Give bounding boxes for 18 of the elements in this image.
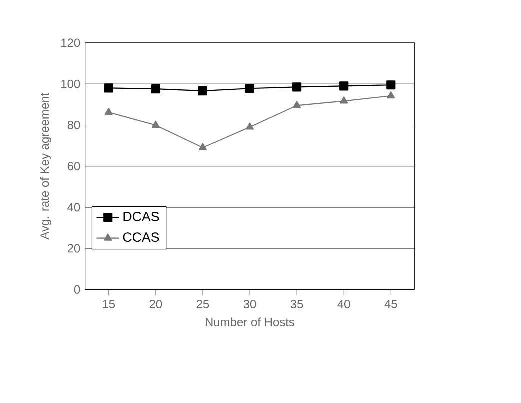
x-tick-label: 20 — [150, 300, 162, 309]
y-tick-label: 100 — [62, 80, 80, 88]
x-tick-label: 25 — [196, 300, 210, 309]
x-tick-label: 30 — [244, 300, 256, 309]
legend-label: CCAS — [123, 232, 160, 242]
x-tick-label: 35 — [290, 300, 304, 309]
y-tick-label: 40 — [68, 203, 80, 212]
x-tick-label: 15 — [103, 300, 116, 308]
y-tick-label: 20 — [68, 244, 80, 253]
y-axis-title: Avg. rate of Key agreement — [40, 92, 52, 240]
x-tick-label: 40 — [338, 300, 350, 309]
legend-label: DCAS — [124, 212, 160, 222]
y-tick-label: 0 — [74, 285, 80, 294]
y-tick-label: 80 — [68, 120, 80, 130]
x-tick-label: 45 — [384, 300, 398, 308]
y-tick-label: 60 — [68, 162, 80, 171]
x-axis-title: Number of Hosts — [206, 318, 295, 327]
y-tick-label: 120 — [62, 38, 80, 48]
